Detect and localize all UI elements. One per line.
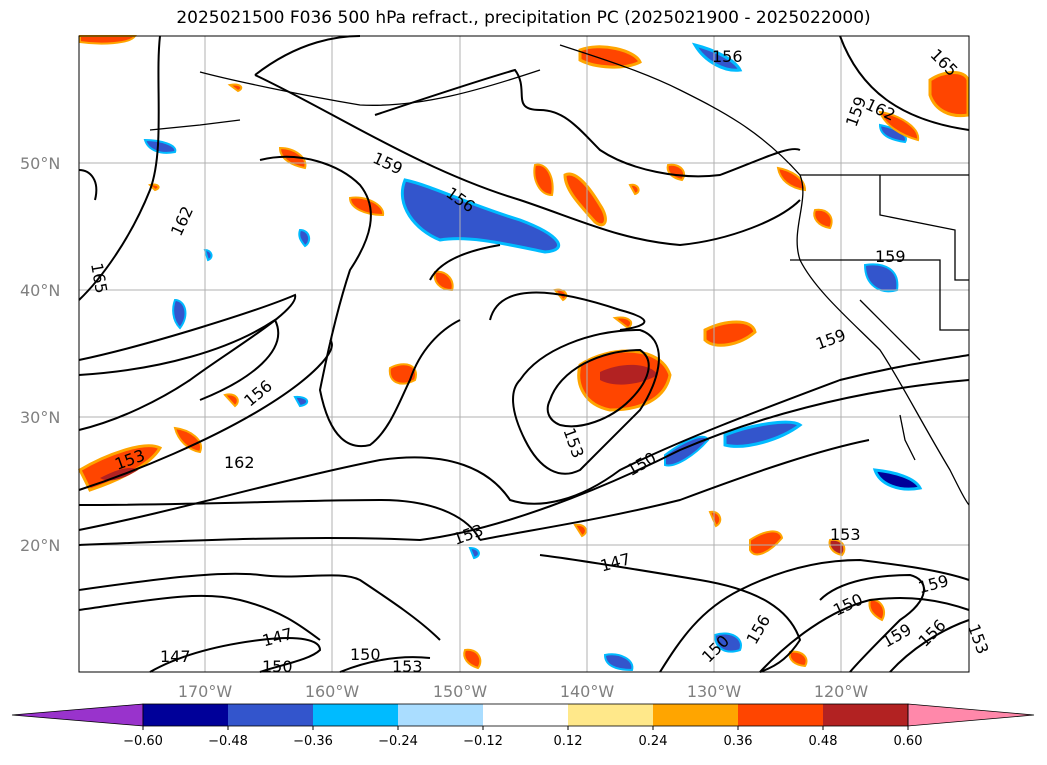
lon-label: 170°W [178,682,233,701]
colorbar-tick-label: −0.60 [123,734,163,749]
colorbar-tick-label: −0.12 [463,734,503,749]
colorbar-segment [398,704,483,726]
colorbar-tick-label: −0.36 [293,734,333,749]
graticule [79,36,969,672]
contour-label: 150 [262,657,293,676]
colorbar-segment [568,704,653,726]
contour-label: 159 [875,247,906,266]
map-title: 2025021500 F036 500 hPa refract., precip… [176,8,871,28]
lat-label: 50°N [20,154,60,173]
lat-label: 30°N [20,408,60,427]
contour-label: 162 [224,453,255,472]
coastlines [149,44,970,506]
lon-label: 130°W [687,682,742,701]
colorbar-tick-label: −0.48 [208,734,248,749]
colorbar-tick-label: −0.24 [378,734,418,749]
longitude-labels: 170°W 160°W 150°W 140°W 130°W 120°W [178,682,869,701]
lon-label: 120°W [814,682,869,701]
colorbar-segment [143,704,228,726]
colorbar-segment [823,704,908,726]
map-frame [78,35,970,673]
colorbar-segment [483,704,568,726]
colorbar-segment [738,704,823,726]
colorbar-segment [228,704,313,726]
colorbar-tick-label: 0.36 [724,734,753,749]
colorbar-frame [142,703,909,727]
colorbar: −0.60 −0.48 −0.36 −0.24 −0.12 0.12 0.24 0.36 0.4… [11,703,1035,749]
lat-label: 20°N [20,536,60,555]
colorbar-segment [313,704,398,726]
contour-label: 147 [160,647,191,666]
contour-label: 153 [392,657,423,676]
colorbar-low-extension [11,703,144,727]
lon-label: 140°W [560,682,615,701]
colorbar-tick-label: 0.48 [809,734,838,749]
colorbar-tick-label: 0.12 [554,734,583,749]
lat-label: 40°N [20,281,60,300]
colorbar-segment [653,704,738,726]
colorbar-tick-label: 0.60 [894,734,923,749]
latitude-labels: 50°N 40°N 30°N 20°N [20,154,60,555]
colorbar-high-extension [907,703,1035,727]
precipitation-shading [78,35,970,672]
colorbar-tick-label: 0.24 [639,734,668,749]
refractivity-contours [78,35,970,673]
lon-label: 150°W [433,682,488,701]
contour-label: 150 [350,645,381,664]
contour-label: 153 [830,525,861,544]
lon-label: 160°W [305,682,360,701]
contour-label: 156 [712,47,743,66]
